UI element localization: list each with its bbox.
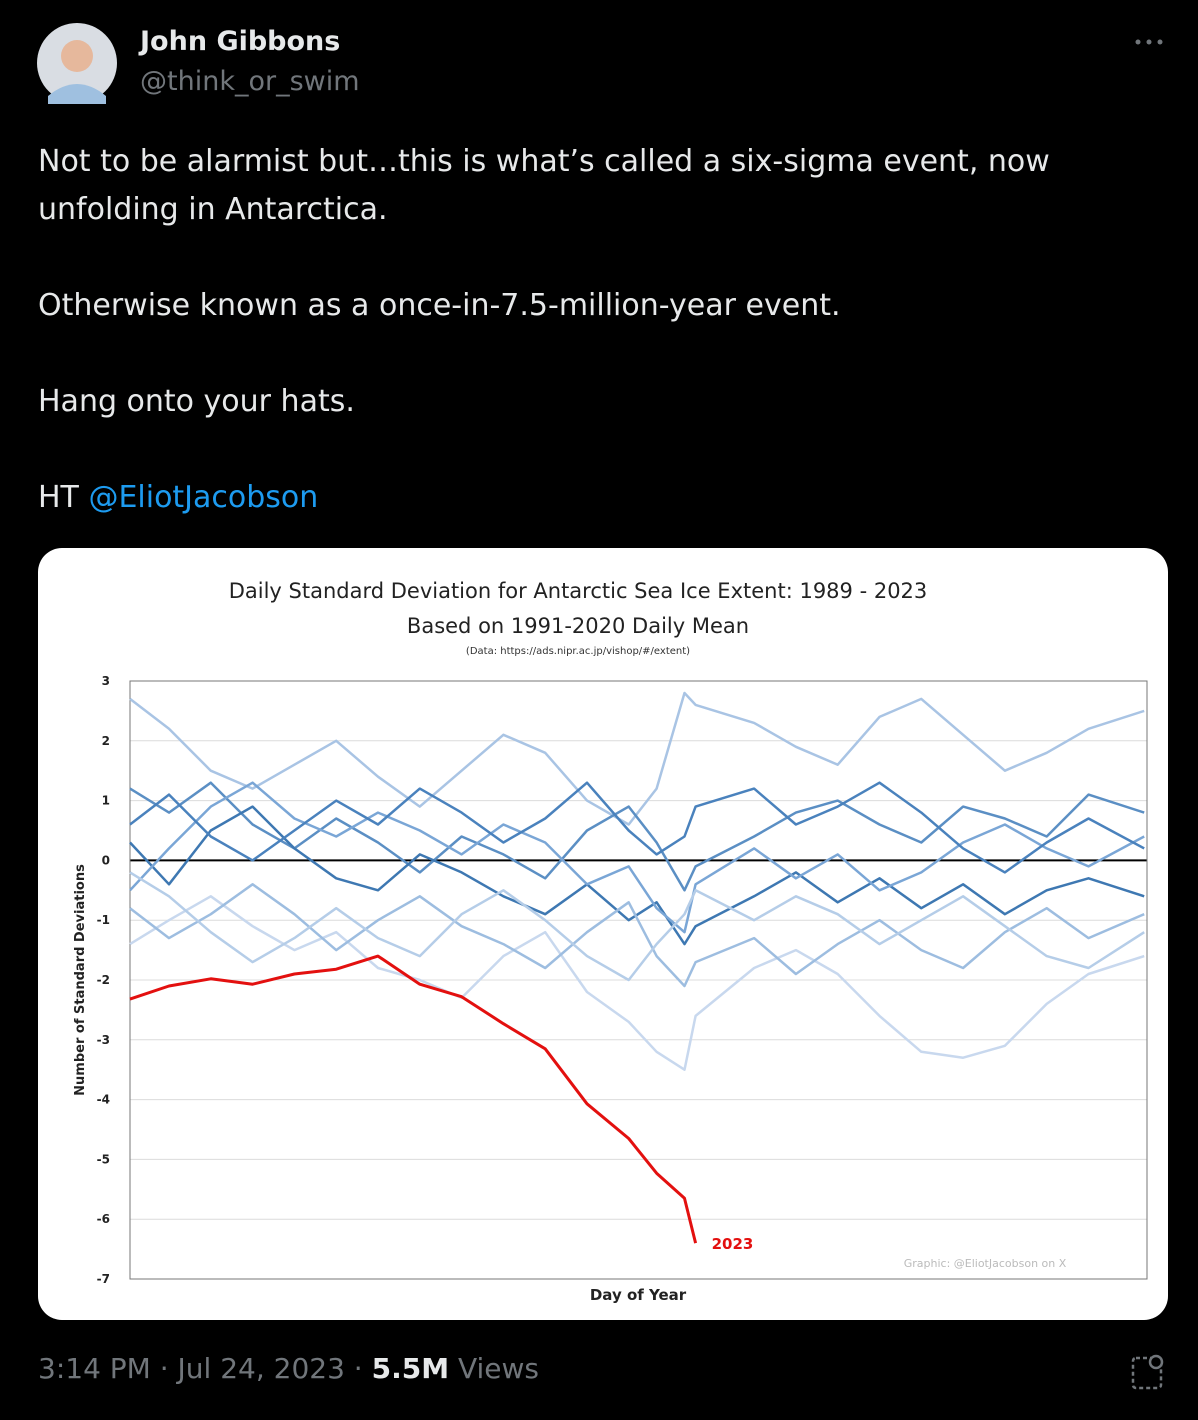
data-line: [129, 781, 1145, 874]
paragraph: Otherwise known as a once-in-7.5-million…: [38, 288, 841, 323]
author-handle[interactable]: @think_or_swim: [140, 66, 360, 97]
views-label: Views: [457, 1352, 540, 1385]
series-label: 2023: [712, 1235, 754, 1253]
y-tick-label: -7: [97, 1272, 110, 1286]
mention-link[interactable]: @EliotJacobson: [88, 480, 319, 515]
data-line: [129, 805, 1145, 946]
data-line: [129, 954, 698, 1244]
author-name[interactable]: John Gibbons: [140, 26, 341, 57]
source-note: (Data: https://ads.nipr.ac.jp/vishop/#/e…: [466, 646, 690, 657]
data-line: [129, 691, 1145, 826]
y-tick-label: -5: [97, 1152, 110, 1166]
views-count: 5.5M: [371, 1352, 450, 1385]
paragraph: Not to be alarmist but…this is what’s ca…: [38, 144, 1050, 227]
y-tick-label: 1: [102, 794, 110, 808]
data-line: [129, 883, 1145, 988]
y-tick-label: -2: [97, 973, 110, 987]
paragraph: HT @EliotJacobson: [38, 474, 1148, 522]
data-line: [129, 781, 1145, 934]
y-tick-label: 2: [102, 734, 110, 748]
chart-subtitle: Based on 1991-2020 Daily Mean: [407, 614, 749, 638]
y-tick-label: 0: [102, 853, 110, 867]
y-tick-label: 3: [102, 674, 110, 688]
more-button[interactable]: [1132, 32, 1166, 52]
y-tick-label: -4: [97, 1093, 110, 1107]
tweet-text: Not to be alarmist but…this is what’s ca…: [38, 138, 1148, 570]
chart-title: Daily Standard Deviation for Antarctic S…: [229, 579, 928, 603]
data-line: [129, 895, 1145, 1071]
data-line: [129, 871, 1145, 982]
y-tick-label: -1: [97, 913, 110, 927]
y-tick-label: -3: [97, 1033, 110, 1047]
x-axis-label: Day of Year: [590, 1286, 687, 1304]
data-line: [129, 781, 1145, 892]
avatar[interactable]: [36, 22, 118, 104]
y-axis-label: Number of Standard Deviations: [73, 864, 88, 1096]
plot-frame: [129, 680, 1148, 1280]
timestamp[interactable]: 3:14 PM · Jul 24, 2023 ·: [38, 1352, 363, 1385]
chart-card[interactable]: Daily Standard Deviation for Antarctic S…: [38, 548, 1168, 1320]
chart: Daily Standard Deviation for Antarctic S…: [73, 579, 1148, 1304]
credit: Graphic: @EliotJacobson on X: [904, 1257, 1067, 1270]
analytics-icon[interactable]: [1130, 1352, 1166, 1392]
tweet-meta: 3:14 PM · Jul 24, 2023 · 5.5M Views: [38, 1352, 539, 1385]
paragraph: Hang onto your hats.: [38, 384, 355, 419]
y-tick-label: -6: [97, 1212, 110, 1226]
ht: HT: [38, 480, 79, 515]
